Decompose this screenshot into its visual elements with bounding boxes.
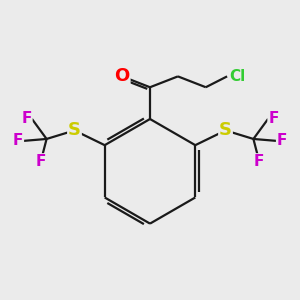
Text: F: F [268,111,278,126]
Text: F: F [254,154,264,169]
Text: S: S [68,122,81,140]
Text: F: F [277,134,287,148]
Text: S: S [219,122,232,140]
Text: F: F [36,154,46,169]
Text: Cl: Cl [229,69,245,84]
Text: F: F [13,134,23,148]
Text: F: F [22,111,32,126]
Text: O: O [115,68,130,85]
